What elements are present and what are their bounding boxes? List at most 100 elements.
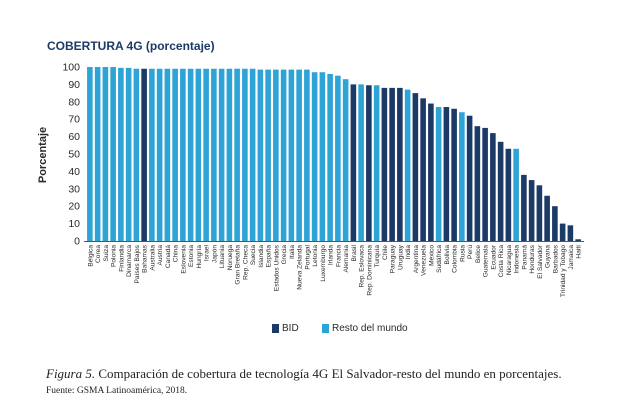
bar [397,87,403,241]
x-tick-label: Japón [211,245,218,263]
bar [366,85,372,242]
x-tick-label: Australia [149,245,156,271]
bar [466,115,473,241]
y-tick-label: 90 [68,79,80,91]
bar [505,148,512,241]
x-tick-label: Bélgica [87,245,94,267]
bar [156,68,163,242]
bar [567,225,574,241]
bar [226,68,233,242]
x-tick-label: Canadá [165,245,172,268]
bar [203,68,209,242]
x-tick-label: Panamá [521,245,528,270]
x-tick-label: México [428,245,435,266]
x-tick-label: Polonia [111,245,118,267]
x-tick-label: Honduras [529,244,536,273]
y-tick-label: 0 [74,236,80,248]
bar [164,68,171,242]
bar [149,68,155,242]
x-tick-label: Paraguay [390,244,397,273]
bar [381,87,388,241]
x-tick-label: Irlanda [328,245,335,265]
x-tick-label: Perú [467,245,474,259]
x-tick-label: Venezuela [421,245,428,276]
x-tick-label: China [173,245,180,263]
bar [528,180,535,241]
bar [521,174,527,241]
bar [304,69,310,241]
bar [552,206,558,241]
x-tick-label: Rep. Checa [242,245,249,280]
x-tick-label: Rep. Dominicana [366,245,373,296]
bar [288,69,295,241]
x-tick-label: Letonia [312,245,319,267]
x-tick-label: Suecia [250,245,257,265]
bar [242,68,248,242]
bar [141,68,147,242]
x-tick-label: Guyana [545,245,552,268]
legend-item-rest: Resto del mundo [322,323,408,334]
x-tick-label: Trinidad y Tobago [560,245,567,297]
x-tick-label: Grecia [281,245,288,265]
legend-item-bid: BID [272,323,299,334]
bar [490,133,496,241]
y-tick-label: 50 [68,149,80,161]
bar [125,67,132,242]
x-tick-label: Costa Rica [498,245,505,278]
bar [443,107,450,242]
bar [335,75,341,241]
x-tick-label: Argentina [413,245,420,274]
bar [133,68,140,242]
legend-swatch-rest [322,324,329,333]
bar [420,98,426,241]
bar [435,107,442,242]
x-tick-label: Lituania [219,245,226,268]
bar [257,69,264,241]
bar [350,84,357,242]
x-tick-label: Estonia [188,245,195,267]
figure-caption-text: Comparación de cobertura de tecnología 4… [95,366,562,381]
chart-title: COBERTURA 4G (porcentaje) [47,39,215,53]
x-tick-label: Turquía [374,245,381,268]
x-tick-label: Israel [204,244,211,261]
figure-caption: Figura 5. Comparación de cobertura de te… [46,366,562,382]
bar [94,67,101,241]
bar [102,67,109,241]
bar [265,69,271,241]
bar [559,223,566,241]
x-tick-label: Estados Unidos [273,244,280,291]
y-tick-label: 20 [68,201,80,213]
legend-swatch-bid [272,324,279,333]
x-tick-label: Brasil [351,244,358,261]
bar [180,68,186,242]
x-tick-label: Islandia [258,245,265,268]
x-tick-label: Indonesia [514,245,521,274]
bar [544,195,550,241]
x-tick-label: Luxemburgo [320,245,327,282]
x-tick-label: Corea [95,245,102,263]
x-tick-label: Haití [576,245,583,259]
x-tick-label: Bolivia [444,245,451,265]
bar [187,68,194,242]
legend-label-rest: Resto del mundo [332,323,408,334]
bar [273,69,279,241]
bar [373,85,380,242]
bar [87,67,93,241]
y-tick-label: 40 [68,166,80,178]
bar [412,93,419,241]
bar [296,69,302,241]
bar [172,68,178,242]
y-tick-label: 30 [68,183,80,195]
bar [358,84,364,242]
y-tick-label: 80 [68,96,80,108]
x-tick-label: Portugal [304,244,311,269]
x-tick-label: Nicaragua [506,245,513,275]
bar [195,68,202,242]
y-tick-label: 10 [68,218,80,230]
figure-caption-label: Figura 5. [46,366,96,381]
bar [110,67,116,241]
bar [311,72,318,241]
x-tick-label: Ecuador [490,244,497,269]
y-tick-label: 70 [68,114,80,126]
bar [249,68,256,242]
